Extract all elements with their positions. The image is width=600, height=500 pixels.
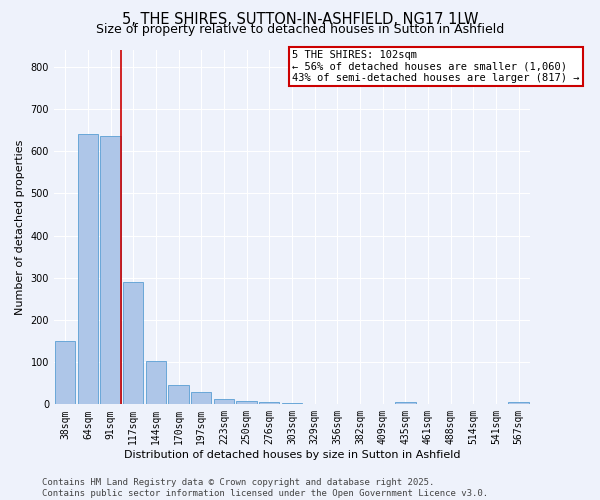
Text: Size of property relative to detached houses in Sutton in Ashfield: Size of property relative to detached ho… <box>96 22 504 36</box>
Bar <box>236 401 257 404</box>
Text: Contains HM Land Registry data © Crown copyright and database right 2025.
Contai: Contains HM Land Registry data © Crown c… <box>42 478 488 498</box>
Text: 5, THE SHIRES, SUTTON-IN-ASHFIELD, NG17 1LW: 5, THE SHIRES, SUTTON-IN-ASHFIELD, NG17 … <box>122 12 478 28</box>
Bar <box>146 361 166 405</box>
Bar <box>259 402 280 404</box>
Bar <box>55 341 76 404</box>
Bar <box>395 402 416 404</box>
Bar <box>100 136 121 404</box>
Bar <box>508 402 529 404</box>
Bar <box>78 134 98 404</box>
Text: 5 THE SHIRES: 102sqm
← 56% of detached houses are smaller (1,060)
43% of semi-de: 5 THE SHIRES: 102sqm ← 56% of detached h… <box>292 50 580 83</box>
Bar <box>169 386 189 404</box>
X-axis label: Distribution of detached houses by size in Sutton in Ashfield: Distribution of detached houses by size … <box>124 450 460 460</box>
Bar <box>123 282 143 405</box>
Bar <box>191 392 211 404</box>
Bar <box>214 399 234 404</box>
Y-axis label: Number of detached properties: Number of detached properties <box>15 140 25 315</box>
